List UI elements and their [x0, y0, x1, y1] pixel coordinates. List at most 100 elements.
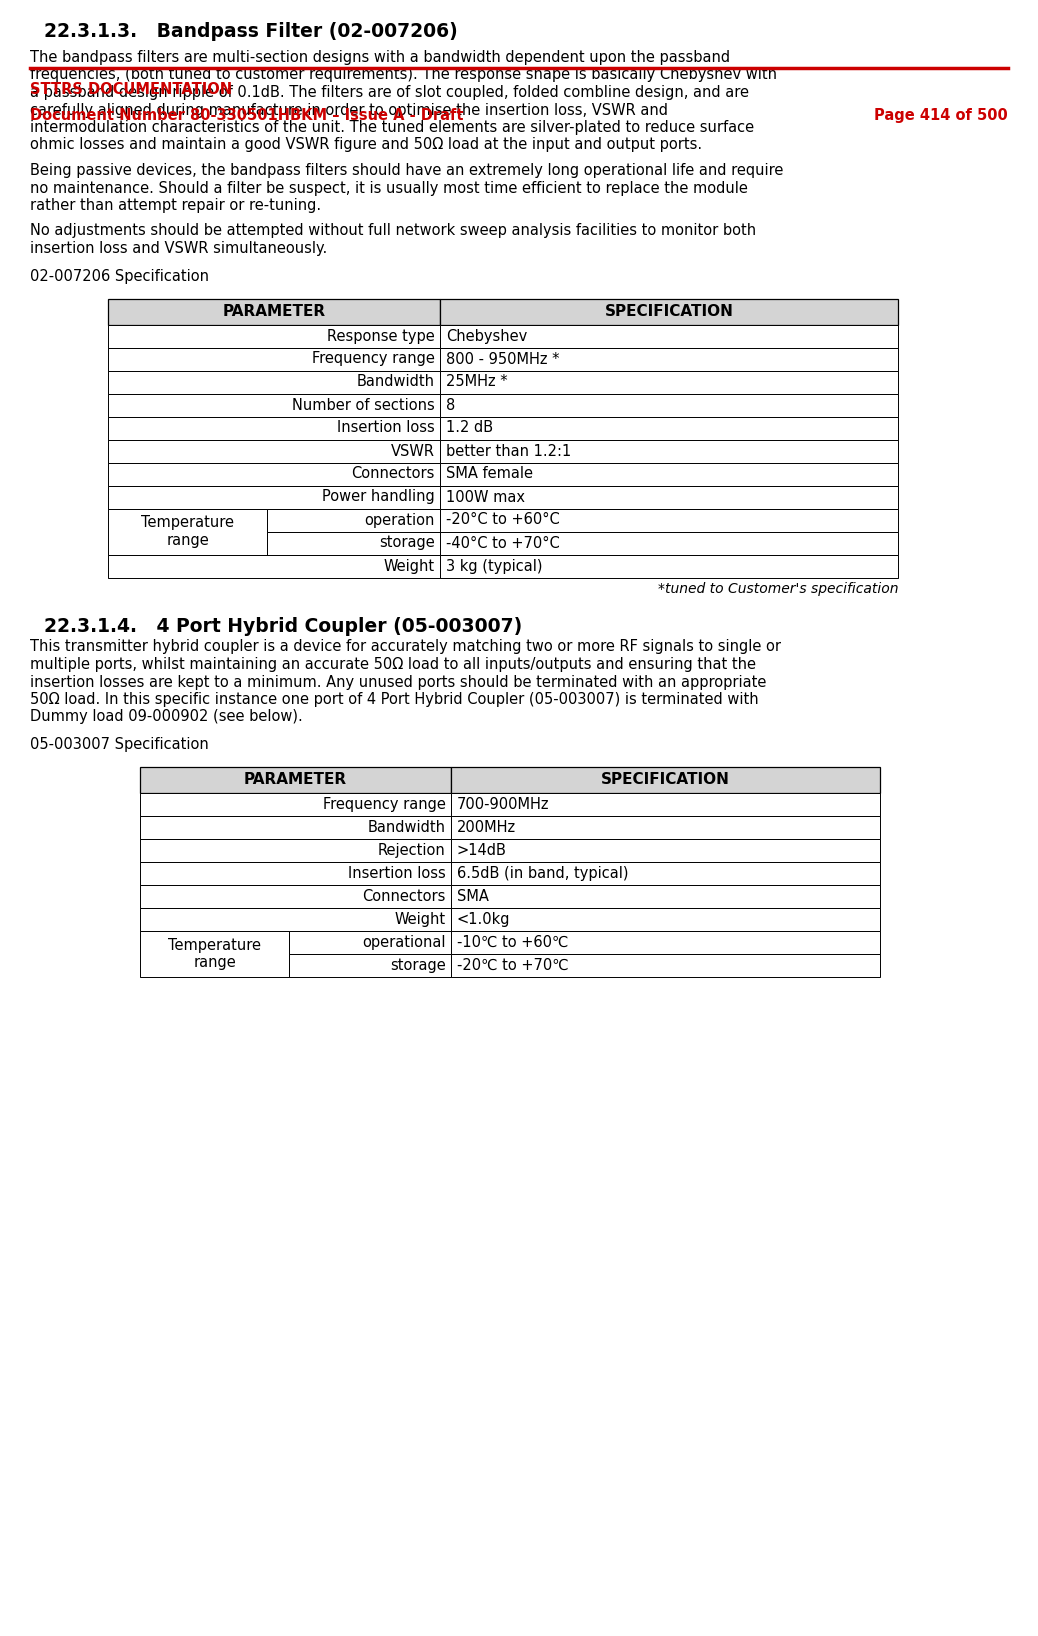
Text: Weight: Weight [384, 558, 435, 574]
Bar [108, 463, 440, 486]
Text: 800 - 950MHz *: 800 - 950MHz * [445, 352, 559, 366]
Bar [440, 509, 898, 532]
Bar [450, 931, 880, 954]
Bar [440, 370, 898, 394]
Text: <1.0kg: <1.0kg [457, 911, 511, 928]
Text: insertion loss and VSWR simultaneously.: insertion loss and VSWR simultaneously. [30, 240, 327, 255]
Bar [450, 816, 880, 839]
Text: PARAMETER: PARAMETER [222, 304, 326, 319]
Bar [440, 486, 898, 509]
Bar [108, 324, 440, 347]
Text: Bandwidth: Bandwidth [367, 820, 445, 834]
Text: Rejection: Rejection [378, 843, 445, 857]
Text: PARAMETER: PARAMETER [244, 772, 347, 787]
Text: 22.3.1.4.   4 Port Hybrid Coupler (05-003007): 22.3.1.4. 4 Port Hybrid Coupler (05-0030… [44, 617, 522, 635]
Bar [440, 298, 898, 324]
Text: STTRS DOCUMENTATION: STTRS DOCUMENTATION [30, 82, 233, 97]
Bar [450, 767, 880, 793]
Text: Temperature
range: Temperature range [141, 515, 235, 548]
Text: insertion losses are kept to a minimum. Any unused ports should be terminated wi: insertion losses are kept to a minimum. … [30, 674, 766, 689]
Text: The bandpass filters are multi-section designs with a bandwidth dependent upon t: The bandpass filters are multi-section d… [30, 51, 730, 65]
Bar [440, 532, 898, 555]
Bar [450, 885, 880, 908]
Text: Page 414 of 500: Page 414 of 500 [874, 108, 1008, 123]
Bar [267, 532, 440, 555]
Text: 700-900MHz: 700-900MHz [457, 797, 549, 811]
Bar [108, 509, 267, 555]
Bar [440, 394, 898, 417]
Bar [440, 347, 898, 370]
Bar [440, 417, 898, 440]
Text: better than 1.2:1: better than 1.2:1 [445, 443, 571, 458]
Text: 02-007206 Specification: 02-007206 Specification [30, 268, 209, 283]
Bar [108, 298, 440, 324]
Text: intermodulation characteristics of the unit. The tuned elements are silver-plate: intermodulation characteristics of the u… [30, 119, 755, 136]
Text: multiple ports, whilst maintaining an accurate 50Ω load to all inputs/outputs an: multiple ports, whilst maintaining an ac… [30, 658, 756, 672]
Text: Insertion loss: Insertion loss [337, 420, 435, 435]
Bar [108, 486, 440, 509]
Text: 25MHz *: 25MHz * [445, 375, 508, 389]
Text: operation: operation [364, 512, 435, 527]
Text: 6.5dB (in band, typical): 6.5dB (in band, typical) [457, 865, 628, 882]
Bar [140, 931, 290, 977]
Bar [108, 440, 440, 463]
Text: a passband design ripple of 0.1dB. The filters are of slot coupled, folded combl: a passband design ripple of 0.1dB. The f… [30, 85, 749, 100]
Text: frequencies, (both tuned to customer requirements). The response shape is basica: frequencies, (both tuned to customer req… [30, 67, 777, 82]
Text: -20°C to +60°C: -20°C to +60°C [445, 512, 559, 527]
Text: 200MHz: 200MHz [457, 820, 516, 834]
Text: -10℃ to +60℃: -10℃ to +60℃ [457, 936, 568, 951]
Text: Dummy load 09-000902 (see below).: Dummy load 09-000902 (see below). [30, 710, 303, 725]
Bar [108, 555, 440, 578]
Text: Chebyshev: Chebyshev [445, 329, 527, 344]
Text: ohmic losses and maintain a good VSWR figure and 50Ω load at the input and outpu: ohmic losses and maintain a good VSWR fi… [30, 137, 702, 152]
Text: Power handling: Power handling [322, 489, 435, 504]
Bar [450, 862, 880, 885]
Text: 3 kg (typical): 3 kg (typical) [445, 558, 542, 574]
Bar [140, 793, 450, 816]
Text: Connectors: Connectors [352, 466, 435, 481]
Text: SMA: SMA [457, 888, 489, 905]
Text: SMA female: SMA female [445, 466, 532, 481]
Text: Frequency range: Frequency range [312, 352, 435, 366]
Text: rather than attempt repair or re-tuning.: rather than attempt repair or re-tuning. [30, 198, 321, 213]
Text: -20℃ to +70℃: -20℃ to +70℃ [457, 959, 569, 973]
Text: Number of sections: Number of sections [292, 398, 435, 412]
Text: This transmitter hybrid coupler is a device for accurately matching two or more : This transmitter hybrid coupler is a dev… [30, 640, 781, 654]
Text: operational: operational [362, 936, 445, 951]
Bar [140, 908, 450, 931]
Text: storage: storage [390, 959, 445, 973]
Text: 50Ω load. In this specific instance one port of 4 Port Hybrid Coupler (05-003007: 50Ω load. In this specific instance one … [30, 692, 759, 707]
Text: No adjustments should be attempted without full network sweep analysis facilitie: No adjustments should be attempted witho… [30, 224, 756, 239]
Text: Temperature
range: Temperature range [168, 937, 262, 970]
Text: Response type: Response type [327, 329, 435, 344]
Bar [450, 908, 880, 931]
Bar [440, 555, 898, 578]
Text: Being passive devices, the bandpass filters should have an extremely long operat: Being passive devices, the bandpass filt… [30, 164, 784, 178]
Bar [450, 954, 880, 977]
Bar [267, 509, 440, 532]
Bar [450, 839, 880, 862]
Bar [108, 347, 440, 370]
Bar [440, 324, 898, 347]
Text: *tuned to Customer's specification: *tuned to Customer's specification [657, 582, 898, 597]
Text: 8: 8 [445, 398, 455, 412]
Text: Connectors: Connectors [362, 888, 445, 905]
Bar [108, 394, 440, 417]
Text: -40°C to +70°C: -40°C to +70°C [445, 535, 559, 550]
Text: Weight: Weight [394, 911, 445, 928]
Text: 100W max: 100W max [445, 489, 525, 504]
Bar [290, 954, 450, 977]
Bar [108, 370, 440, 394]
Text: >14dB: >14dB [457, 843, 507, 857]
Bar [140, 885, 450, 908]
Text: no maintenance. Should a filter be suspect, it is usually most time efficient to: no maintenance. Should a filter be suspe… [30, 180, 747, 195]
Bar [108, 417, 440, 440]
Text: 05-003007 Specification: 05-003007 Specification [30, 736, 209, 753]
Bar [140, 839, 450, 862]
Text: 1.2 dB: 1.2 dB [445, 420, 493, 435]
Text: carefully aligned during manufacture in order to optimise the insertion loss, VS: carefully aligned during manufacture in … [30, 103, 668, 118]
Text: storage: storage [379, 535, 435, 550]
Text: Bandwidth: Bandwidth [357, 375, 435, 389]
Bar [440, 440, 898, 463]
Text: Document Number 80-330501HBKM – Issue A - Draft: Document Number 80-330501HBKM – Issue A … [30, 108, 464, 123]
